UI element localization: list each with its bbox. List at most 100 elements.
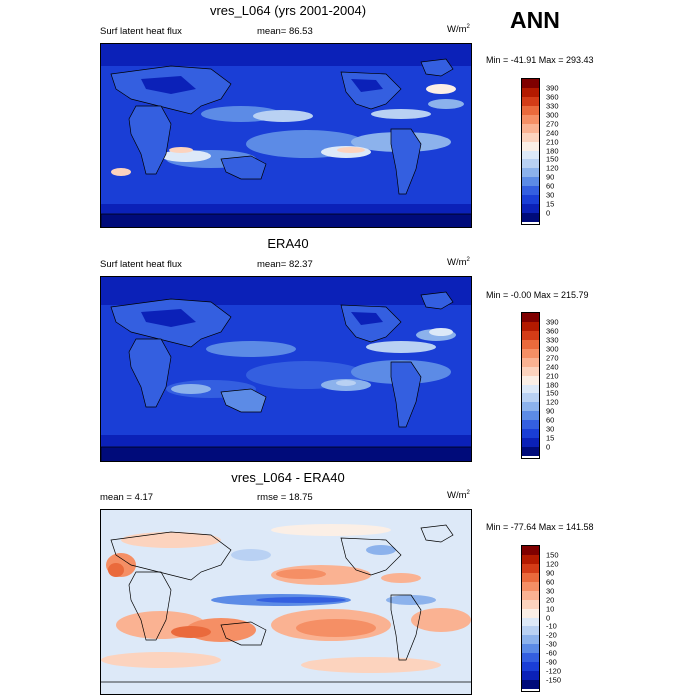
colorbar-tick-label: 300 [546, 344, 559, 354]
colorbar-segment [522, 105, 539, 115]
panel2-mean-label: mean= 82.37 [257, 259, 313, 270]
colorbar-tick-label: 300 [546, 110, 559, 120]
colorbar-segment [522, 402, 539, 412]
colorbar-segment [522, 680, 539, 689]
panel1-mean-label: mean= 86.53 [257, 26, 313, 37]
colorbar-segment [522, 321, 539, 331]
colorbar-tick-label: 240 [546, 128, 559, 138]
colorbar-segment [522, 177, 539, 187]
colorbar-tick-label: 150 [546, 550, 559, 560]
colorbar-tick-label: 330 [546, 335, 559, 345]
colorbar-segment [522, 330, 539, 340]
colorbar-segment [522, 123, 539, 133]
colorbar-segment [522, 599, 539, 609]
colorbar-tick-label: 180 [546, 380, 559, 389]
colorbar-tick-label: -10 [546, 621, 557, 631]
colorbar-segment [522, 339, 539, 349]
colorbar-tick-label: 60 [546, 577, 555, 587]
panel1-minmax: Min = -41.91 Max = 293.43 [486, 55, 594, 65]
panel2-title: ERA40 [267, 236, 309, 251]
colorbar-tick-label: 120 [546, 163, 559, 173]
colorbar-segment [522, 608, 539, 618]
colorbar-segment [522, 159, 539, 169]
colorbar-tick-label: 0 [546, 442, 551, 452]
colorbar-tick-label: 60 [546, 415, 555, 425]
colorbar-segment [522, 671, 539, 681]
colorbar-tick-label: 20 [546, 595, 555, 605]
colorbar-segment [522, 114, 539, 124]
colorbar-segment [522, 313, 539, 322]
colorbar-tick-label: 150 [546, 388, 559, 398]
colorbar-tick-label: 210 [546, 371, 559, 381]
colorbar-segment [522, 617, 539, 627]
colorbar-segment [522, 644, 539, 654]
colorbar-tick-label: 390 [546, 317, 559, 327]
colorbar-tick-label: 0 [546, 613, 551, 622]
colorbar-segment [522, 357, 539, 367]
panel3-rmse-label: rmse = 18.75 [257, 492, 313, 503]
colorbar-tick-label: -60 [546, 648, 557, 658]
colorbar-segment [522, 393, 539, 403]
colorbar-tick-label: -30 [546, 639, 557, 649]
colorbar-tick-label: 120 [546, 559, 559, 569]
colorbar-tick-label: 30 [546, 586, 555, 596]
colorbar-segment [522, 132, 539, 142]
panel1-title: vres_L064 (yrs 2001-2004) [209, 3, 367, 18]
colorbar-tick-label: 330 [546, 101, 559, 111]
colorbar-segment [522, 590, 539, 600]
panel1-map [100, 43, 472, 228]
colorbar-tick-label: 120 [546, 397, 559, 407]
colorbar-segment [522, 348, 539, 358]
panel1-colorbar [521, 78, 540, 225]
panel2-minmax: Min = -0.00 Max = 215.79 [486, 290, 589, 300]
colorbar-tick-label: 30 [546, 190, 555, 200]
colorbar-segment [522, 213, 539, 222]
colorbar-tick-label: 60 [546, 181, 555, 191]
colorbar-tick-label: 270 [546, 119, 559, 129]
colorbar-segment [522, 563, 539, 573]
colorbar-segment [522, 662, 539, 672]
panel2-units: W/m2 [447, 257, 470, 269]
season-label: ANN [510, 7, 560, 33]
panel3-title: vres_L064 - ERA40 [231, 470, 345, 485]
colorbar-tick-label: -150 [546, 675, 562, 685]
colorbar-segment [522, 366, 539, 376]
colorbar-tick-label: 360 [546, 92, 559, 102]
colorbar-segment [522, 186, 539, 196]
panel1-map-svg [101, 44, 471, 227]
colorbar-segment [522, 447, 539, 456]
colorbar-tick-label: 210 [546, 137, 559, 147]
colorbar-segment [522, 384, 539, 394]
colorbar-segment [522, 420, 539, 430]
panel3-map-svg [101, 510, 471, 694]
colorbar-segment [522, 168, 539, 178]
colorbar-tick-label: 15 [546, 433, 555, 443]
colorbar-segment [522, 581, 539, 591]
panel2-map-svg [101, 277, 471, 461]
colorbar-segment [522, 572, 539, 582]
colorbar-segment [522, 204, 539, 214]
colorbar-tick-label: -20 [546, 630, 557, 640]
panel3-units: W/m2 [447, 490, 470, 502]
colorbar-tick-label: 0 [546, 208, 551, 218]
panel3-map [100, 509, 472, 695]
panel1-variable-label: Surf latent heat flux [100, 26, 182, 37]
panel1-units: W/m2 [447, 24, 470, 36]
panel3-mean-label: mean = 4.17 [100, 492, 154, 503]
colorbar-segment [522, 635, 539, 645]
colorbar-tick-label: 180 [546, 146, 559, 155]
colorbar-segment [522, 150, 539, 160]
colorbar-segment [522, 375, 539, 385]
colorbar-tick-label: -90 [546, 657, 557, 667]
colorbar-tick-label: 15 [546, 199, 555, 209]
colorbar-segment [522, 141, 539, 151]
colorbar-segment [522, 438, 539, 448]
colorbar-segment [522, 653, 539, 663]
colorbar-tick-label: 90 [546, 406, 555, 416]
colorbar-tick-label: 90 [546, 172, 555, 182]
colorbar-tick-label: 150 [546, 154, 559, 164]
colorbar-tick-label: 30 [546, 424, 555, 434]
colorbar-segment [522, 195, 539, 205]
colorbar-tick-label: 240 [546, 362, 559, 372]
colorbar-tick-label: 90 [546, 568, 555, 578]
